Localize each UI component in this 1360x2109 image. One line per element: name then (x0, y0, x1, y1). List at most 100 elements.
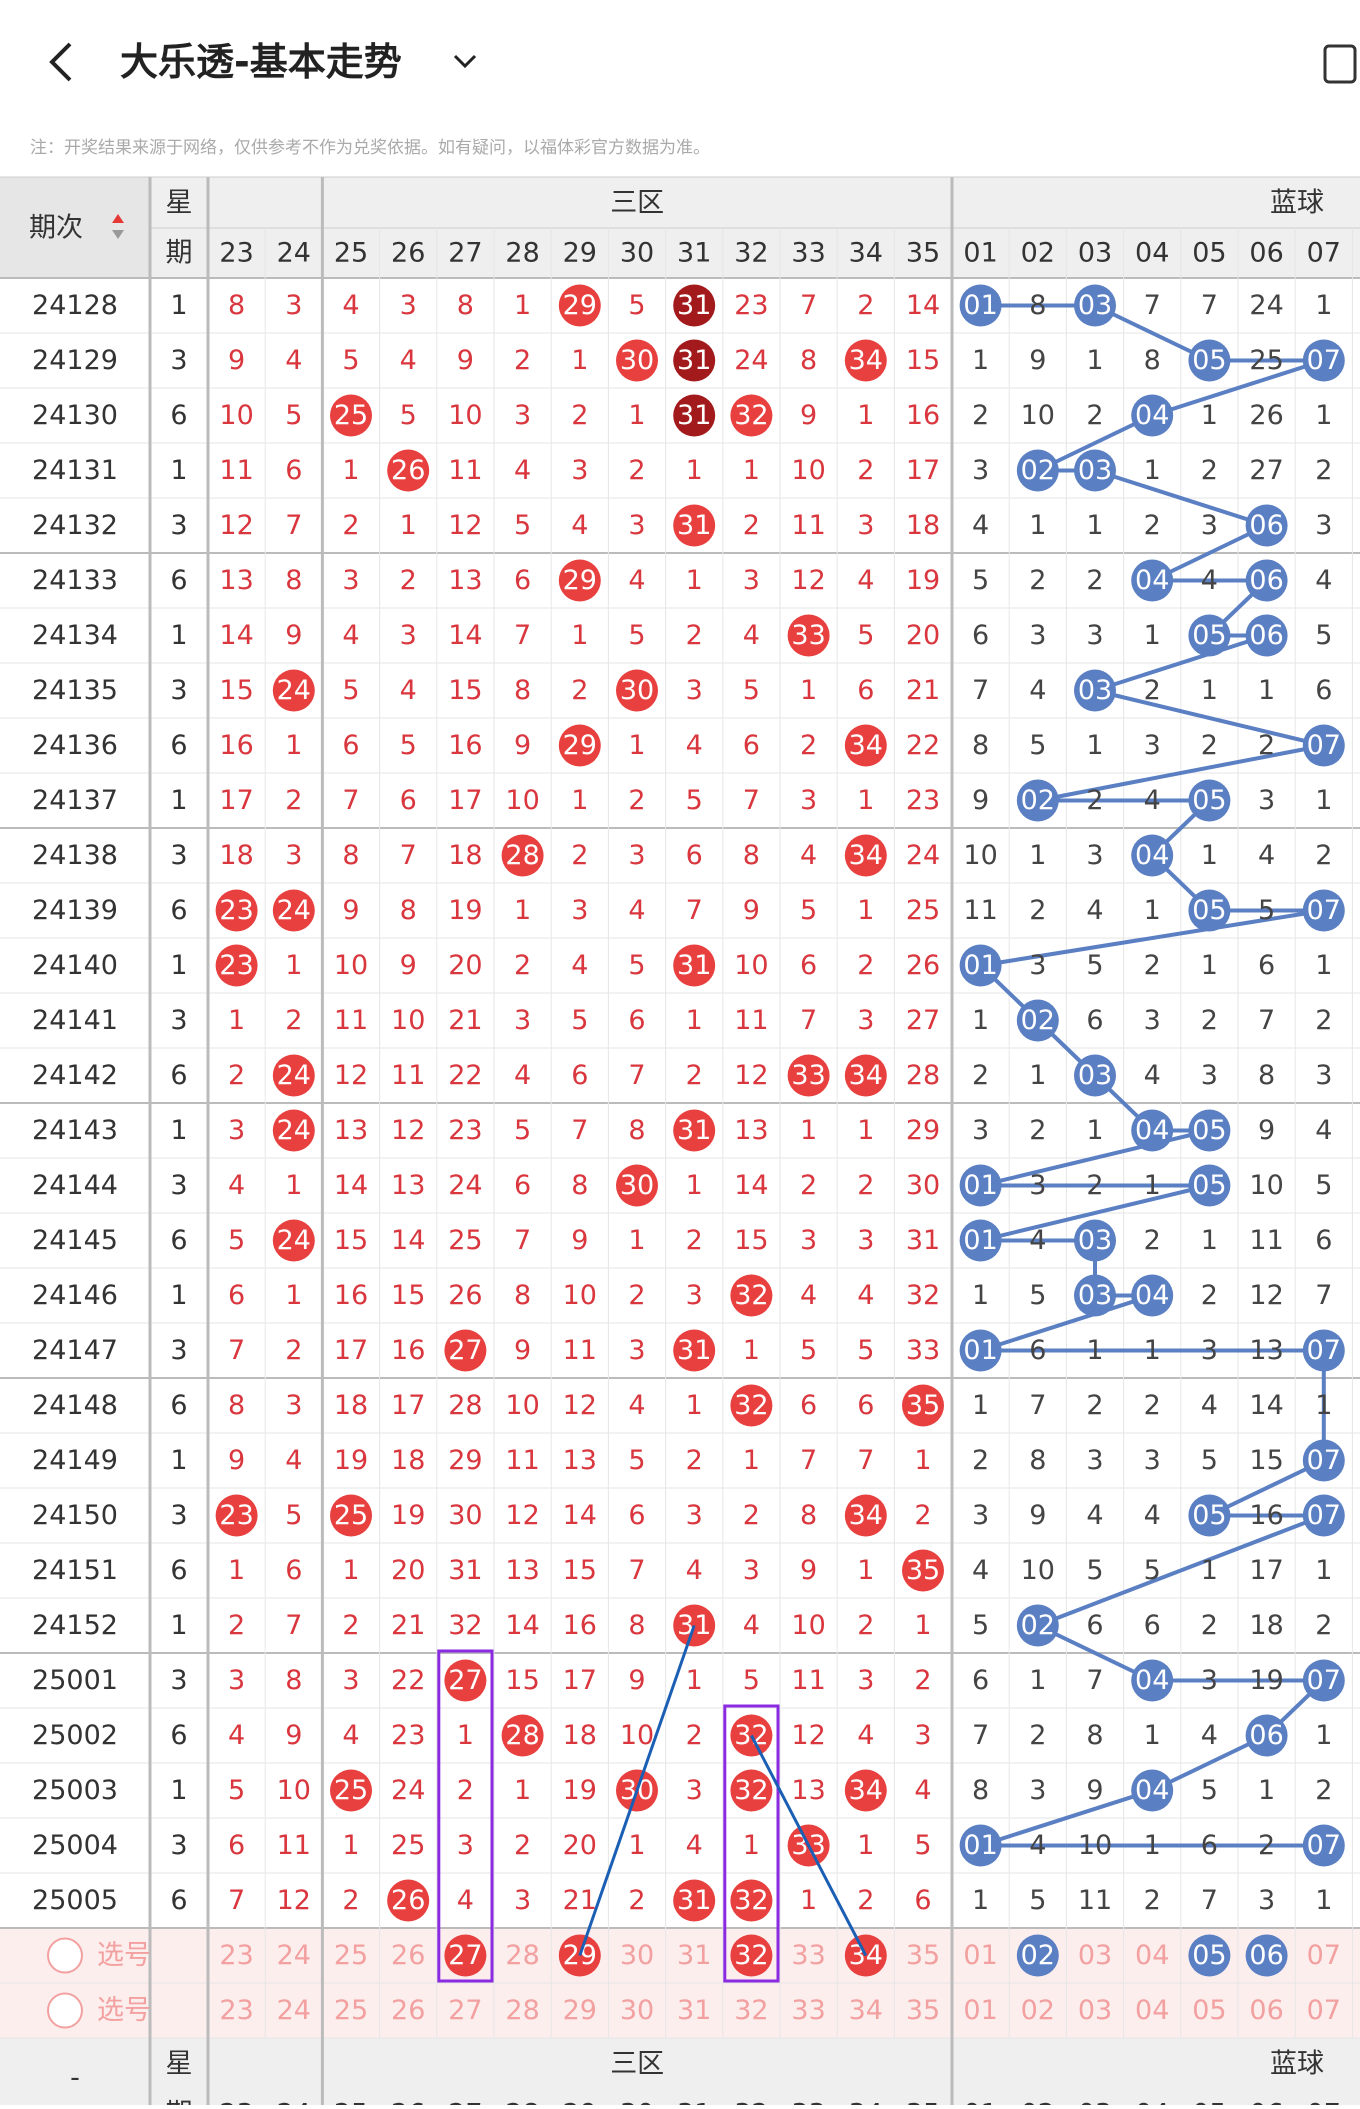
miss-count: 4 (400, 345, 417, 376)
blue-trend-line (980, 1128, 1210, 1188)
miss-count: 2 (686, 1060, 703, 1091)
blue-trend-line (979, 1293, 1153, 1353)
sort-icon[interactable] (112, 214, 124, 223)
pick-number[interactable]: 35 (906, 1995, 940, 2026)
miss-count: 3 (686, 675, 703, 706)
pick-number[interactable]: 35 (906, 1940, 940, 1971)
miss-count: 2 (1086, 1170, 1103, 1201)
miss-count: 4 (1086, 895, 1103, 926)
selected-blue[interactable] (1016, 1934, 1059, 1977)
pick-number[interactable]: 23 (219, 1995, 253, 2026)
weekday: 3 (170, 675, 187, 706)
red-ball (616, 669, 658, 712)
miss-count: 5 (628, 620, 645, 651)
pick-number[interactable]: 23 (219, 1940, 253, 1971)
pick-number[interactable]: 24 (277, 1940, 311, 1971)
miss-count: 4 (228, 1170, 245, 1201)
weekday: 1 (170, 620, 187, 651)
pick-number[interactable]: 05 (1192, 1940, 1226, 1971)
column-number: 25 (334, 238, 368, 269)
red-ball (787, 614, 830, 657)
title-dropdown[interactable] (453, 54, 477, 69)
selected-blue[interactable] (1245, 1934, 1288, 1977)
selected-blue[interactable] (1188, 1934, 1231, 1977)
miss-count: 3 (800, 785, 817, 816)
pick-radio[interactable] (47, 1937, 83, 1974)
red-ball-number: 31 (677, 1885, 711, 1916)
pick-number[interactable]: 29 (563, 1995, 597, 2026)
blue-ball-number: 01 (963, 1335, 997, 1366)
pick-number[interactable]: 06 (1249, 1995, 1283, 2026)
pick-number[interactable]: 30 (620, 1940, 654, 1971)
pick-number[interactable]: 31 (677, 1940, 711, 1971)
blue-trend-line (1036, 1623, 1154, 1683)
pick-number[interactable]: 26 (391, 1940, 425, 1971)
pick-number[interactable]: 26 (391, 1995, 425, 2026)
pick-number[interactable]: 05 (1192, 1995, 1226, 2026)
miss-count: 3 (285, 290, 302, 321)
pick-number[interactable]: 24 (277, 1995, 311, 2026)
miss-count: 21 (391, 1610, 425, 1641)
miss-count: 3 (628, 510, 645, 541)
pick-number[interactable]: 34 (849, 1995, 883, 2026)
pick-number[interactable]: 03 (1078, 1995, 1112, 2026)
miss-count: 6 (228, 1280, 245, 1311)
pick-number[interactable]: 33 (791, 1940, 825, 1971)
miss-count: 2 (686, 620, 703, 651)
pick-number[interactable]: 07 (1307, 1940, 1341, 1971)
pick-number[interactable]: 03 (1078, 1940, 1112, 1971)
pick-number[interactable]: 07 (1307, 1995, 1341, 2026)
pick-number[interactable]: 02 (1021, 1995, 1055, 2026)
pick-number[interactable]: 27 (448, 1995, 482, 2026)
pick-number[interactable]: 04 (1135, 1995, 1169, 2026)
miss-count: 3 (857, 1005, 874, 1036)
miss-count: 4 (1029, 1225, 1046, 1256)
miss-count: 16 (563, 1610, 597, 1641)
sort-icon[interactable] (112, 230, 124, 239)
pick-number[interactable]: 30 (620, 1995, 654, 2026)
blue-ball-number: 03 (1078, 290, 1112, 321)
device-icon[interactable] (1323, 44, 1357, 84)
miss-count: 2 (342, 1610, 359, 1641)
column-number: 04 (1135, 238, 1169, 269)
selected-red[interactable] (730, 1934, 773, 1977)
pick-number[interactable]: 32 (734, 1995, 768, 2026)
red-ball-number: 32 (734, 1390, 768, 1421)
miss-count: 6 (1315, 675, 1332, 706)
pick-number[interactable]: 28 (505, 1940, 539, 1971)
miss-count: 1 (285, 1170, 302, 1201)
pick-number[interactable]: 32 (734, 1940, 768, 1971)
miss-count: 30 (448, 1500, 482, 1531)
column-number: 34 (849, 238, 883, 269)
miss-count: 12 (334, 1060, 368, 1091)
miss-count: 4 (400, 675, 417, 706)
pick-number[interactable]: 02 (1021, 1940, 1055, 1971)
pick-number[interactable]: 01 (963, 1940, 997, 1971)
pick-number[interactable]: 04 (1135, 1940, 1169, 1971)
miss-count: 15 (448, 675, 482, 706)
pick-number[interactable]: 33 (791, 1995, 825, 2026)
miss-count: 3 (342, 1665, 359, 1696)
column-number: 32 (734, 238, 768, 269)
pick-number[interactable]: 25 (334, 1940, 368, 1971)
miss-count: 2 (342, 510, 359, 541)
miss-count: 1 (857, 895, 874, 926)
weekday: 3 (170, 1005, 187, 1036)
pick-number[interactable]: 01 (963, 1995, 997, 2026)
pick-radio[interactable] (47, 1992, 83, 2029)
back-button[interactable] (49, 42, 72, 82)
red-ball-number: 33 (791, 620, 825, 651)
selected-red[interactable] (444, 1934, 487, 1977)
miss-count: 3 (628, 1335, 645, 1366)
pick-number[interactable]: 27 (448, 1940, 482, 1971)
miss-count: 15 (334, 1225, 368, 1256)
red-ball-number: 25 (334, 1775, 368, 1806)
pick-number[interactable]: 28 (505, 1995, 539, 2026)
miss-count: 3 (1315, 1060, 1332, 1091)
miss-count: 1 (285, 950, 302, 981)
pick-number[interactable]: 31 (677, 1995, 711, 2026)
pick-number[interactable]: 25 (334, 1995, 368, 2026)
pick-number[interactable]: 06 (1249, 1940, 1283, 1971)
blue-ball (959, 1164, 1002, 1207)
miss-count: 5 (1029, 1885, 1046, 1916)
